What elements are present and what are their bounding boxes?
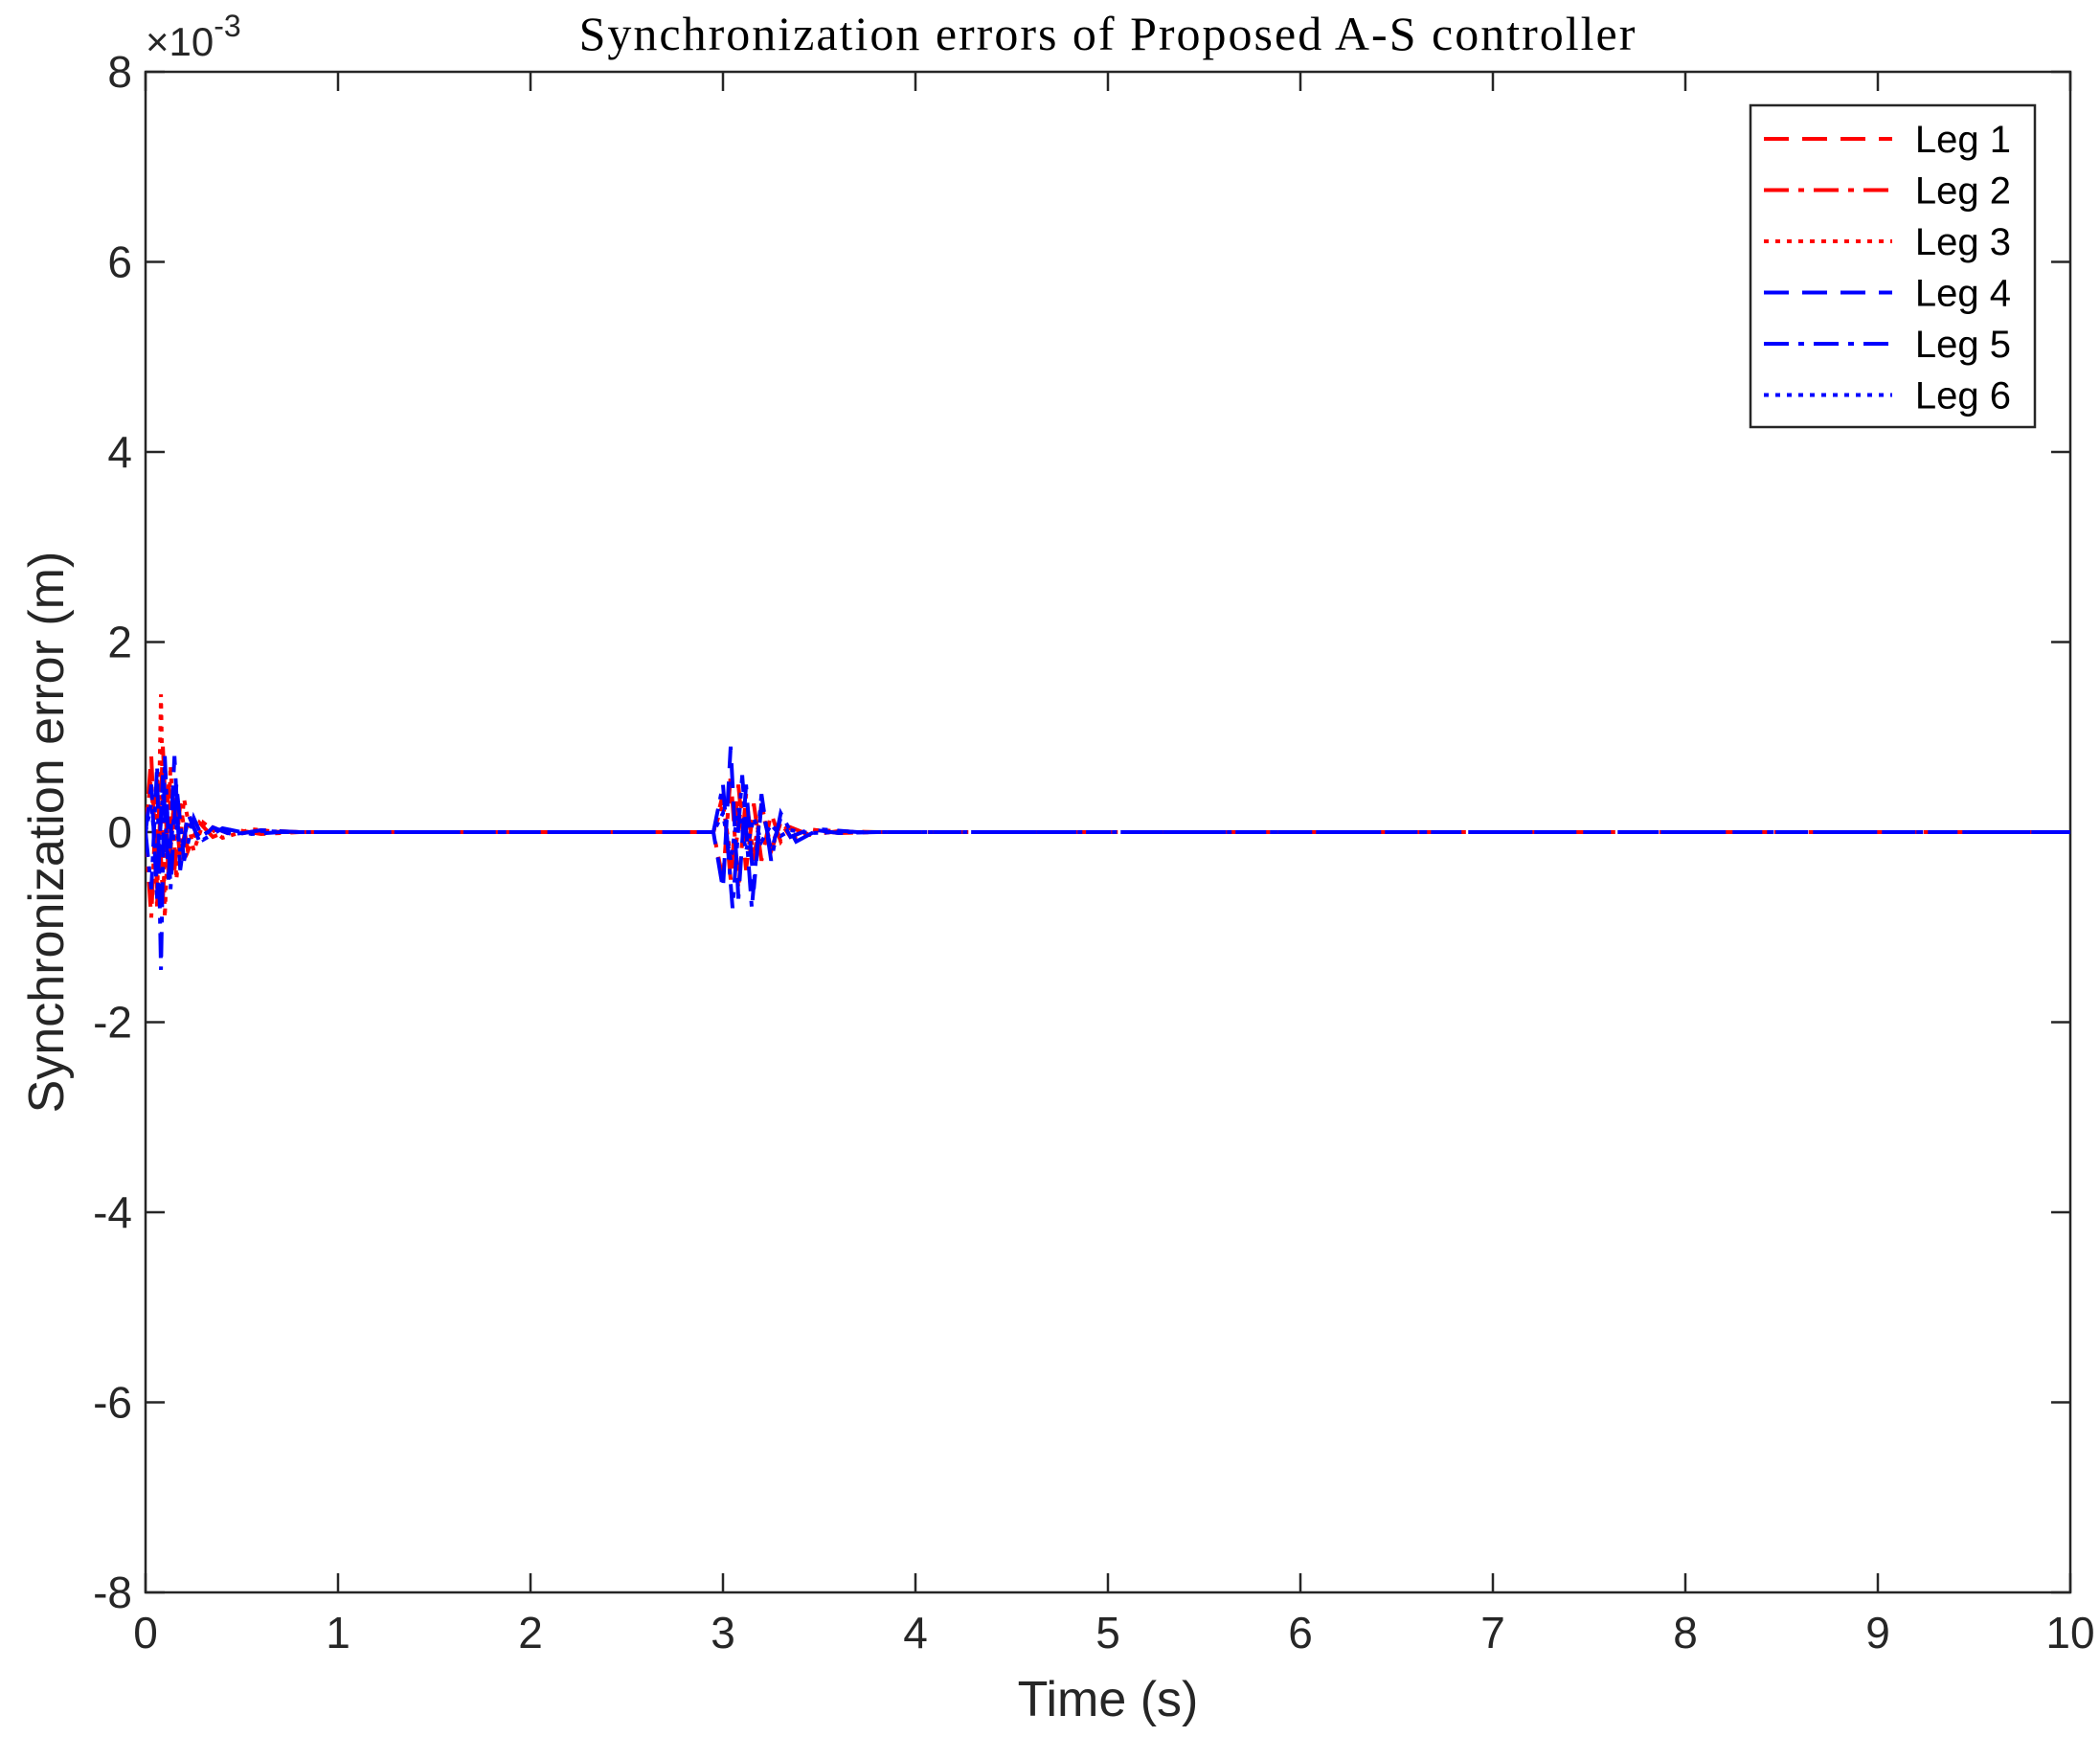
y-tick-label: -2: [93, 998, 132, 1048]
x-axis-label: Time (s): [1018, 1672, 1199, 1727]
y-tick-label: 8: [107, 47, 132, 97]
x-tick-label: 5: [1095, 1608, 1120, 1658]
x-tick-label: 8: [1673, 1608, 1698, 1658]
x-tick-label: 9: [1865, 1608, 1890, 1658]
x-tick-label: 3: [711, 1608, 735, 1658]
y-tick-label: -4: [93, 1187, 132, 1237]
y-tick-labels: -8 -6 -4 -2 0 2 4 6 8: [93, 47, 132, 1617]
legend-label-leg-6: Leg 6: [1915, 375, 2011, 417]
y-tick-label: 6: [107, 237, 132, 287]
series-line-leg-6: [146, 794, 2070, 870]
y-tick-label: 4: [107, 427, 132, 477]
x-tick-labels: 0 1 2 3 4 5 6 7 8 9 10: [133, 1608, 2094, 1658]
legend-label-leg-4: Leg 4: [1915, 273, 2011, 315]
legend-label-leg-3: Leg 3: [1915, 221, 2011, 263]
series-lines: [146, 694, 2070, 970]
y-tick-label: 0: [107, 807, 132, 857]
x-tick-label: 7: [1480, 1608, 1505, 1658]
y-exponent-power: -3: [214, 9, 240, 43]
x-tick-label: 1: [326, 1608, 350, 1658]
x-tick-label: 6: [1288, 1608, 1313, 1658]
y-tick-label: -8: [93, 1568, 132, 1617]
legend-label-leg-2: Leg 2: [1915, 170, 2011, 213]
x-tick-label: 4: [903, 1608, 928, 1658]
y-exponent-base: ×10: [146, 19, 214, 64]
y-exponent: ×10-3: [146, 9, 241, 64]
y-axis-label: Synchronization error (m): [19, 552, 75, 1114]
chart-title: Synchronization errors of Proposed A-S c…: [579, 7, 1637, 60]
y-tick-label: 2: [107, 618, 132, 667]
y-tick-label: -6: [93, 1378, 132, 1428]
series-line-leg-4: [146, 746, 2070, 899]
legend: Leg 1 Leg 2 Leg 3 Leg 4 Leg 5 Leg 6: [1749, 103, 2037, 429]
legend-label-leg-1: Leg 1: [1915, 119, 2011, 161]
legend-box: [1749, 103, 2037, 429]
x-tick-label: 0: [133, 1608, 158, 1658]
x-tick-label: 10: [2045, 1608, 2094, 1658]
x-tick-label: 2: [518, 1608, 543, 1658]
legend-label-leg-5: Leg 5: [1915, 324, 2011, 366]
